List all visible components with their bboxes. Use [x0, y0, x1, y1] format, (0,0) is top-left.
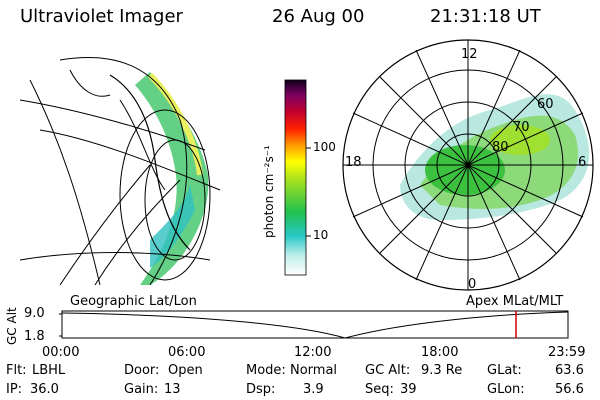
mlt-label-12: 12: [461, 47, 478, 62]
glon-value: 56.6: [555, 382, 584, 397]
time-tick-1800: 18:00: [421, 345, 459, 360]
colorbar-tick-100: 100: [313, 140, 336, 154]
glat-value: 63.6: [555, 363, 584, 378]
glat-label: GLat:: [487, 363, 522, 378]
time-label: 21:31:18 UT: [430, 6, 541, 27]
globe-limb: [59, 57, 188, 286]
auroral-bright-band: [147, 72, 203, 176]
mlat-label-80: 80: [492, 140, 509, 155]
geographic-globe: [19, 57, 221, 286]
dsp-value: 3.9: [303, 382, 324, 397]
time-tick-2359: 23:59: [548, 345, 586, 360]
time-tick-0600: 06:00: [168, 345, 206, 360]
dsp-label: Dsp:: [246, 382, 276, 397]
time-tick-1200: 12:00: [294, 345, 332, 360]
gain-label: Gain:: [124, 382, 159, 397]
glon-label: GLon:: [487, 382, 525, 397]
mlt-label-0: 0: [468, 277, 477, 292]
auroral-edge: [150, 185, 195, 268]
ip-value: 36.0: [30, 382, 59, 397]
lat-circle: [119, 109, 211, 281]
door-label: Door:: [124, 363, 160, 378]
gc-alt-value: 9.3 Re: [421, 363, 463, 378]
mode-label: Mode:: [246, 363, 286, 378]
flt-value: LBHL: [32, 363, 66, 378]
door-value: Open: [168, 363, 203, 378]
color-bar: [284, 79, 307, 276]
time-tick-0000: 00:00: [42, 345, 80, 360]
alt-tick-1.8: 1.8: [24, 329, 45, 344]
colorbar-tick-10: 10: [313, 228, 329, 242]
gc-alt-label: GC Alt:: [365, 363, 411, 378]
mlat-label-60: 60: [537, 97, 554, 112]
ip-label: IP:: [6, 382, 23, 397]
alt-tick-9: 9.0: [24, 306, 45, 321]
gain-value: 13: [164, 382, 181, 397]
colorbar-unit-label: photon cm⁻²s⁻¹: [262, 145, 276, 238]
date-label: 26 Aug 00: [272, 6, 365, 27]
seq-value: 39: [400, 382, 417, 397]
altitude-curve: [61, 311, 569, 339]
flt-label: Flt:: [6, 363, 27, 378]
altitude-plot: [59, 310, 569, 339]
mlt-label-6: 6: [578, 155, 587, 170]
polar-mlat-mlt-plot: [342, 39, 594, 291]
apex-caption: Apex MLat/MLT: [466, 294, 564, 309]
mode-value: Normal: [290, 363, 338, 378]
instrument-title: Ultraviolet Imager: [20, 6, 183, 27]
mlt-label-18: 18: [345, 155, 362, 170]
coastline: [109, 74, 191, 251]
geographic-caption: Geographic Lat/Lon: [70, 294, 197, 309]
seq-label: Seq:: [365, 382, 394, 397]
auroral-oval-geo: [135, 72, 209, 285]
gc-alt-axis-label: GC Alt: [5, 307, 19, 345]
mlat-label-70: 70: [513, 120, 530, 135]
